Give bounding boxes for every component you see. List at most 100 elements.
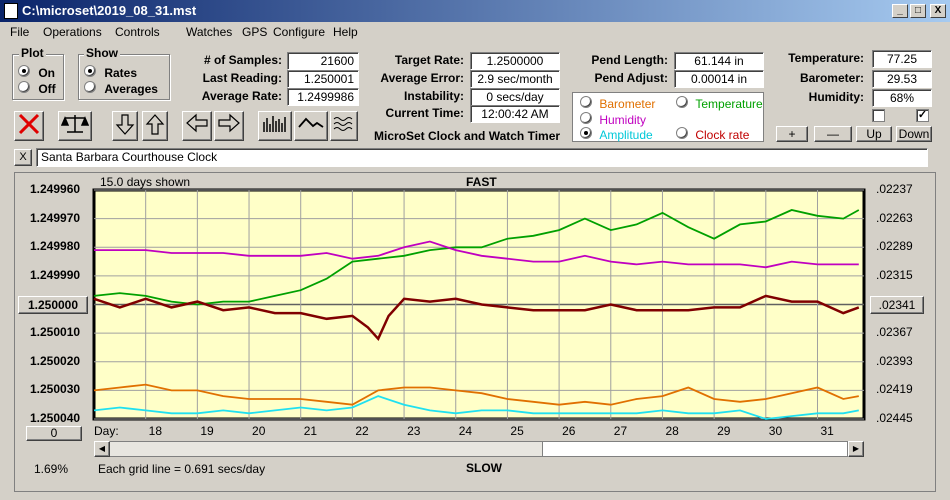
left-tick-label[interactable]: 1.250000 <box>18 295 88 314</box>
pend-length-label: Pend Length: <box>591 53 668 67</box>
minimize-button[interactable]: _ <box>892 4 908 18</box>
menu-controls[interactable]: Controls <box>115 25 160 39</box>
show-group <box>78 54 170 100</box>
plot-off-radio[interactable] <box>18 81 30 93</box>
clockrate-radio[interactable] <box>676 127 688 139</box>
day-tick-label: 27 <box>613 424 628 438</box>
show-rates-option[interactable]: Rates <box>84 65 137 80</box>
temperature-field: 77.25 <box>872 50 932 68</box>
humidity-radio[interactable] <box>580 112 592 124</box>
instability-field: 0 secs/day <box>470 88 560 106</box>
plot-off-label: Off <box>38 82 56 96</box>
minus-button[interactable]: — <box>814 126 852 142</box>
clock-name-field[interactable]: Santa Barbara Courthouse Clock <box>36 148 928 167</box>
down-arrow-button[interactable] <box>112 111 138 141</box>
pend-adjust-field[interactable]: 0.00014 in <box>674 70 764 88</box>
noise-button[interactable] <box>330 111 358 141</box>
left-arrow-button[interactable] <box>182 111 212 141</box>
right-tick-label: .02315 <box>876 267 913 282</box>
last-reading-field: 1.250001 <box>287 70 359 88</box>
left-tick-label: 1.250030 <box>30 382 81 397</box>
humidity-option-label: Humidity <box>599 113 647 127</box>
left-tick-label: 1.250010 <box>30 325 81 340</box>
plot-on-label: On <box>38 66 56 80</box>
maximize-button[interactable]: □ <box>910 4 926 18</box>
show-averages-radio[interactable] <box>84 81 96 93</box>
up-arrow-icon <box>145 114 165 135</box>
series-temperature <box>93 209 860 306</box>
fast-label: FAST <box>466 175 497 189</box>
show-rates-label: Rates <box>104 66 138 80</box>
days-shown-label: 15.0 days shown <box>100 175 191 189</box>
left-tick-label: 1.249970 <box>30 210 81 225</box>
day-tick-label: 19 <box>200 424 214 438</box>
left-tick-label: 1.249980 <box>30 239 81 254</box>
day-tick-label: 26 <box>562 424 576 438</box>
plot-on-radio[interactable] <box>18 65 30 77</box>
day-tick-label: 29 <box>717 424 731 438</box>
series-barometer-option[interactable]: Barometer <box>580 96 655 111</box>
plot-group-label: Plot <box>19 46 46 60</box>
show-rates-radio[interactable] <box>84 65 96 77</box>
series-clock-rate <box>93 294 860 342</box>
plot-off-option[interactable]: Off <box>18 81 56 96</box>
menu-configure[interactable]: Configure <box>273 25 326 39</box>
down-button[interactable]: Down <box>896 126 932 142</box>
target-rate-label: Target Rate: <box>394 53 464 67</box>
right-tick-label[interactable]: .02341 <box>870 295 924 314</box>
series-amplitude-option[interactable]: Amplitude <box>580 127 653 142</box>
show-averages-option[interactable]: Averages <box>84 81 158 96</box>
instability-label: Instability: <box>403 89 464 103</box>
plot-on-option[interactable]: On <box>18 65 55 80</box>
window-title: C:\microset\2019_08_31.mst <box>22 3 197 18</box>
checkbox-left[interactable] <box>872 109 885 122</box>
checkbox-right[interactable]: ✓ <box>916 109 929 122</box>
right-arrow-button[interactable] <box>214 111 244 141</box>
last-reading-label: Last Reading: <box>202 71 282 85</box>
balance-button[interactable] <box>58 111 92 141</box>
stop-button[interactable] <box>14 111 44 141</box>
wave-button[interactable] <box>294 111 328 141</box>
menu-file[interactable]: File <box>10 25 30 39</box>
scroll-thumb[interactable] <box>542 441 848 457</box>
series-temperature-option[interactable]: Temperature <box>676 96 763 111</box>
histogram-button[interactable] <box>258 111 292 141</box>
temperature-radio[interactable] <box>676 96 688 108</box>
barometer-field: 29.53 <box>872 70 932 88</box>
slow-label: SLOW <box>466 461 502 475</box>
scroll-value-button[interactable]: 0 <box>26 426 82 441</box>
menu-gps[interactable]: GPS <box>242 25 268 39</box>
menu-help[interactable]: Help <box>333 25 358 39</box>
title-bar: C:\microset\2019_08_31.mst _ □ X <box>0 0 950 22</box>
series-selector <box>572 92 764 142</box>
x-icon <box>18 113 40 135</box>
scroll-right-button[interactable]: ▶ <box>848 441 864 457</box>
day-tick-label: 22 <box>355 424 369 438</box>
app-label: MicroSet Clock and Watch Timer <box>374 129 561 143</box>
amplitude-radio[interactable] <box>580 127 592 139</box>
current-time-label: Current Time: <box>385 106 464 120</box>
pend-adjust-label: Pend Adjust: <box>594 71 668 85</box>
up-arrow-button[interactable] <box>142 111 168 141</box>
menu-watches[interactable]: Watches <box>186 25 233 39</box>
scroll-left-button[interactable]: ◀ <box>94 441 110 457</box>
barometer-radio[interactable] <box>580 96 592 108</box>
series-clockrate-option[interactable]: Clock rate <box>676 127 749 142</box>
up-button[interactable]: Up <box>856 126 892 142</box>
left-arrow-icon <box>186 113 208 133</box>
pend-length-field[interactable]: 61.144 in <box>674 52 764 70</box>
close-clock-button[interactable]: X <box>14 149 32 166</box>
right-arrow-icon <box>218 113 240 133</box>
histogram-icon <box>263 116 286 132</box>
barometer-label: Barometer: <box>799 71 864 85</box>
day-tick-label: 20 <box>252 424 266 438</box>
target-rate-field[interactable]: 1.2500000 <box>470 52 560 70</box>
series-barometer <box>93 383 859 406</box>
plus-button[interactable]: + <box>776 126 808 142</box>
series-humidity <box>94 240 859 269</box>
series-humidity-option[interactable]: Humidity <box>580 112 646 127</box>
close-button[interactable]: X <box>930 4 946 18</box>
menu-operations[interactable]: Operations <box>43 25 102 39</box>
noise-icon <box>333 117 353 131</box>
right-tick-label: .02393 <box>876 353 913 368</box>
